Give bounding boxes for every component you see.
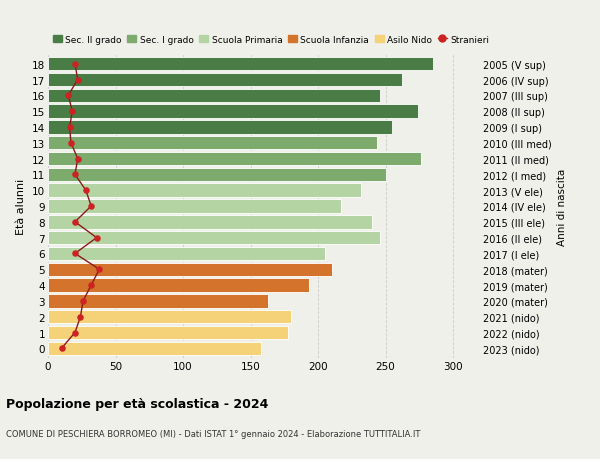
Point bbox=[65, 124, 74, 131]
Point bbox=[78, 297, 88, 305]
Bar bbox=[48, 73, 402, 87]
Point bbox=[86, 282, 96, 289]
Bar bbox=[48, 279, 308, 292]
Bar bbox=[48, 90, 380, 103]
Bar bbox=[48, 247, 325, 261]
Legend: Sec. II grado, Sec. I grado, Scuola Primaria, Scuola Infanzia, Asilo Nido, Stran: Sec. II grado, Sec. I grado, Scuola Prim… bbox=[53, 35, 490, 45]
Point bbox=[73, 77, 83, 84]
Point bbox=[70, 61, 80, 68]
Point bbox=[66, 140, 76, 147]
Point bbox=[68, 108, 77, 116]
Point bbox=[92, 235, 101, 242]
Bar bbox=[48, 295, 268, 308]
Y-axis label: Anni di nascita: Anni di nascita bbox=[557, 168, 567, 245]
Bar bbox=[48, 231, 380, 245]
Bar bbox=[48, 58, 433, 71]
Point bbox=[70, 329, 80, 336]
Point bbox=[64, 92, 73, 100]
Bar bbox=[48, 152, 421, 166]
Bar bbox=[48, 263, 331, 276]
Bar bbox=[48, 326, 289, 340]
Bar bbox=[48, 105, 418, 118]
Bar bbox=[48, 168, 386, 182]
Point bbox=[70, 218, 80, 226]
Bar bbox=[48, 137, 377, 150]
Bar bbox=[48, 121, 392, 134]
Bar bbox=[48, 216, 372, 229]
Point bbox=[73, 156, 83, 163]
Text: COMUNE DI PESCHIERA BORROMEO (MI) - Dati ISTAT 1° gennaio 2024 - Elaborazione TU: COMUNE DI PESCHIERA BORROMEO (MI) - Dati… bbox=[6, 429, 421, 438]
Bar bbox=[48, 310, 291, 324]
Point bbox=[56, 345, 67, 352]
Point bbox=[76, 313, 85, 321]
Point bbox=[70, 171, 80, 179]
Bar bbox=[48, 342, 262, 355]
Y-axis label: Età alunni: Età alunni bbox=[16, 179, 26, 235]
Text: Popolazione per età scolastica - 2024: Popolazione per età scolastica - 2024 bbox=[6, 397, 268, 410]
Bar bbox=[48, 200, 341, 213]
Point bbox=[86, 203, 96, 210]
Point bbox=[70, 250, 80, 257]
Point bbox=[81, 187, 91, 195]
Point bbox=[95, 266, 104, 274]
Bar bbox=[48, 184, 361, 197]
